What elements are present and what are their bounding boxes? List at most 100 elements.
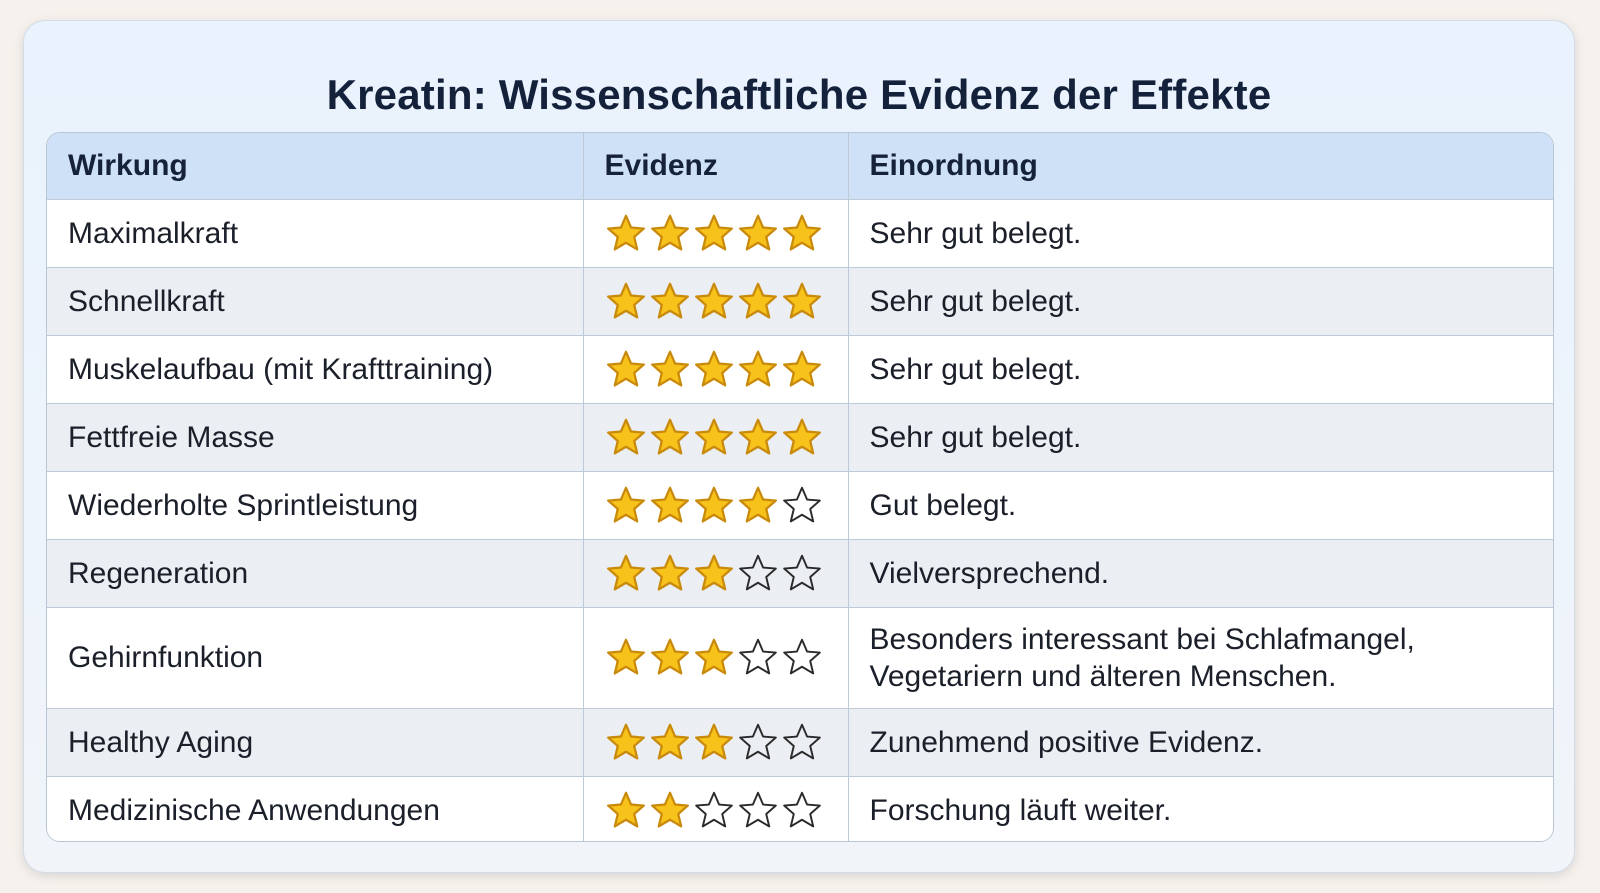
effect-cell: Maximalkraft bbox=[47, 199, 584, 268]
assessment-cell: Sehr gut belegt. bbox=[848, 403, 1553, 472]
header-einordnung: Einordnung bbox=[848, 133, 1553, 200]
table-row: Muskelaufbau (mit Krafttraining) Sehr gut… bbox=[47, 335, 1553, 404]
star-filled-icon bbox=[649, 553, 691, 595]
table-row: Maximalkraft Sehr gut belegt. bbox=[47, 199, 1553, 268]
star-filled-icon bbox=[737, 213, 779, 255]
star-filled-icon bbox=[649, 722, 691, 764]
star-filled-icon bbox=[781, 213, 823, 255]
table-body: Maximalkraft Sehr gut belegt. Schnellkraft… bbox=[47, 199, 1553, 841]
table-row: Gehirnfunktion Besonders interessant bei … bbox=[47, 607, 1553, 709]
star-empty-icon bbox=[781, 485, 823, 527]
star-filled-icon bbox=[781, 349, 823, 391]
table-row: Healthy Aging Zunehmend positive Evidenz. bbox=[47, 708, 1553, 777]
star-filled-icon bbox=[693, 553, 735, 595]
star-filled-icon bbox=[693, 213, 735, 255]
star-filled-icon bbox=[781, 281, 823, 323]
header-evidenz: Evidenz bbox=[583, 133, 849, 200]
star-filled-icon bbox=[737, 281, 779, 323]
star-empty-icon bbox=[693, 790, 735, 832]
star-filled-icon bbox=[605, 417, 647, 459]
assessment-cell: Gut belegt. bbox=[848, 471, 1553, 540]
star-filled-icon bbox=[605, 349, 647, 391]
star-filled-icon bbox=[737, 485, 779, 527]
assessment-cell: Besonders interessant bei Schlafmangel, … bbox=[848, 607, 1553, 709]
evidence-rating-cell bbox=[583, 708, 849, 777]
star-filled-icon bbox=[693, 722, 735, 764]
assessment-text: Gut belegt. bbox=[869, 489, 1017, 522]
star-filled-icon bbox=[693, 349, 735, 391]
table-header-row: Wirkung Evidenz Einordnung bbox=[47, 133, 1553, 200]
star-filled-icon bbox=[605, 281, 647, 323]
effect-cell: Healthy Aging bbox=[47, 708, 584, 777]
header-wirkung: Wirkung bbox=[47, 133, 584, 200]
evidence-rating-cell bbox=[583, 267, 849, 336]
evidence-rating-cell bbox=[583, 199, 849, 268]
assessment-text: Sehr gut belegt. bbox=[869, 353, 1082, 386]
star-empty-icon bbox=[781, 722, 823, 764]
star-filled-icon bbox=[605, 213, 647, 255]
evidence-card: Kreatin: Wissenschaftliche Evidenz der E… bbox=[23, 20, 1575, 873]
star-rating bbox=[605, 213, 848, 255]
star-empty-icon bbox=[781, 637, 823, 679]
assessment-cell: Zunehmend positive Evidenz. bbox=[848, 708, 1553, 777]
star-filled-icon bbox=[649, 349, 691, 391]
star-filled-icon bbox=[649, 790, 691, 832]
evidence-rating-cell bbox=[583, 607, 849, 709]
table-row: Regeneration Vielversprechend. bbox=[47, 539, 1553, 608]
assessment-cell: Sehr gut belegt. bbox=[848, 335, 1553, 404]
star-filled-icon bbox=[737, 349, 779, 391]
effect-cell: Medizinische Anwendungen bbox=[47, 776, 584, 841]
star-filled-icon bbox=[605, 637, 647, 679]
assessment-cell: Forschung läuft weiter. bbox=[848, 776, 1553, 841]
table-row: Schnellkraft Sehr gut belegt. bbox=[47, 267, 1553, 336]
star-filled-icon bbox=[649, 637, 691, 679]
star-rating bbox=[605, 553, 848, 595]
star-rating bbox=[605, 349, 848, 391]
star-filled-icon bbox=[649, 213, 691, 255]
star-rating bbox=[605, 281, 848, 323]
star-rating bbox=[605, 790, 848, 832]
star-filled-icon bbox=[693, 485, 735, 527]
assessment-text: Sehr gut belegt. bbox=[869, 421, 1082, 454]
assessment-cell: Sehr gut belegt. bbox=[848, 199, 1553, 268]
star-rating bbox=[605, 637, 848, 679]
star-filled-icon bbox=[605, 722, 647, 764]
assessment-cell: Sehr gut belegt. bbox=[848, 267, 1553, 336]
effect-cell: Schnellkraft bbox=[47, 267, 584, 336]
star-filled-icon bbox=[737, 417, 779, 459]
assessment-text: Besonders interessant bei Schlafmangel, … bbox=[869, 623, 1415, 693]
star-rating bbox=[605, 417, 848, 459]
star-filled-icon bbox=[605, 790, 647, 832]
table-row: Medizinische Anwendungen Forschung läuft … bbox=[47, 776, 1553, 841]
evidence-rating-cell bbox=[583, 335, 849, 404]
effect-cell: Gehirnfunktion bbox=[47, 607, 584, 709]
star-filled-icon bbox=[649, 417, 691, 459]
effect-cell: Wiederholte Sprintleistung bbox=[47, 471, 584, 540]
assessment-cell: Vielversprechend. bbox=[848, 539, 1553, 608]
star-empty-icon bbox=[781, 790, 823, 832]
effect-cell: Regeneration bbox=[47, 539, 584, 608]
star-empty-icon bbox=[737, 553, 779, 595]
assessment-text: Forschung läuft weiter. bbox=[869, 794, 1172, 828]
star-filled-icon bbox=[693, 281, 735, 323]
evidence-rating-cell bbox=[583, 776, 849, 841]
evidence-rating-cell bbox=[583, 403, 849, 472]
effect-cell: Fettfreie Masse bbox=[47, 403, 584, 472]
star-filled-icon bbox=[693, 417, 735, 459]
assessment-text: Sehr gut belegt. bbox=[869, 285, 1082, 318]
evidence-rating-cell bbox=[583, 539, 849, 608]
assessment-text: Sehr gut belegt. bbox=[869, 217, 1082, 250]
star-empty-icon bbox=[737, 637, 779, 679]
evidence-table-container: Wirkung Evidenz Einordnung Maximalkraft S… bbox=[46, 132, 1554, 842]
star-filled-icon bbox=[693, 637, 735, 679]
effect-cell: Muskelaufbau (mit Krafttraining) bbox=[47, 335, 584, 404]
table-row: Fettfreie Masse Sehr gut belegt. bbox=[47, 403, 1553, 472]
assessment-text: Zunehmend positive Evidenz. bbox=[869, 726, 1264, 759]
star-rating bbox=[605, 722, 848, 764]
star-filled-icon bbox=[649, 485, 691, 527]
star-filled-icon bbox=[649, 281, 691, 323]
assessment-text: Vielversprechend. bbox=[869, 557, 1110, 590]
star-filled-icon bbox=[781, 417, 823, 459]
star-empty-icon bbox=[781, 553, 823, 595]
evidence-rating-cell bbox=[583, 471, 849, 540]
